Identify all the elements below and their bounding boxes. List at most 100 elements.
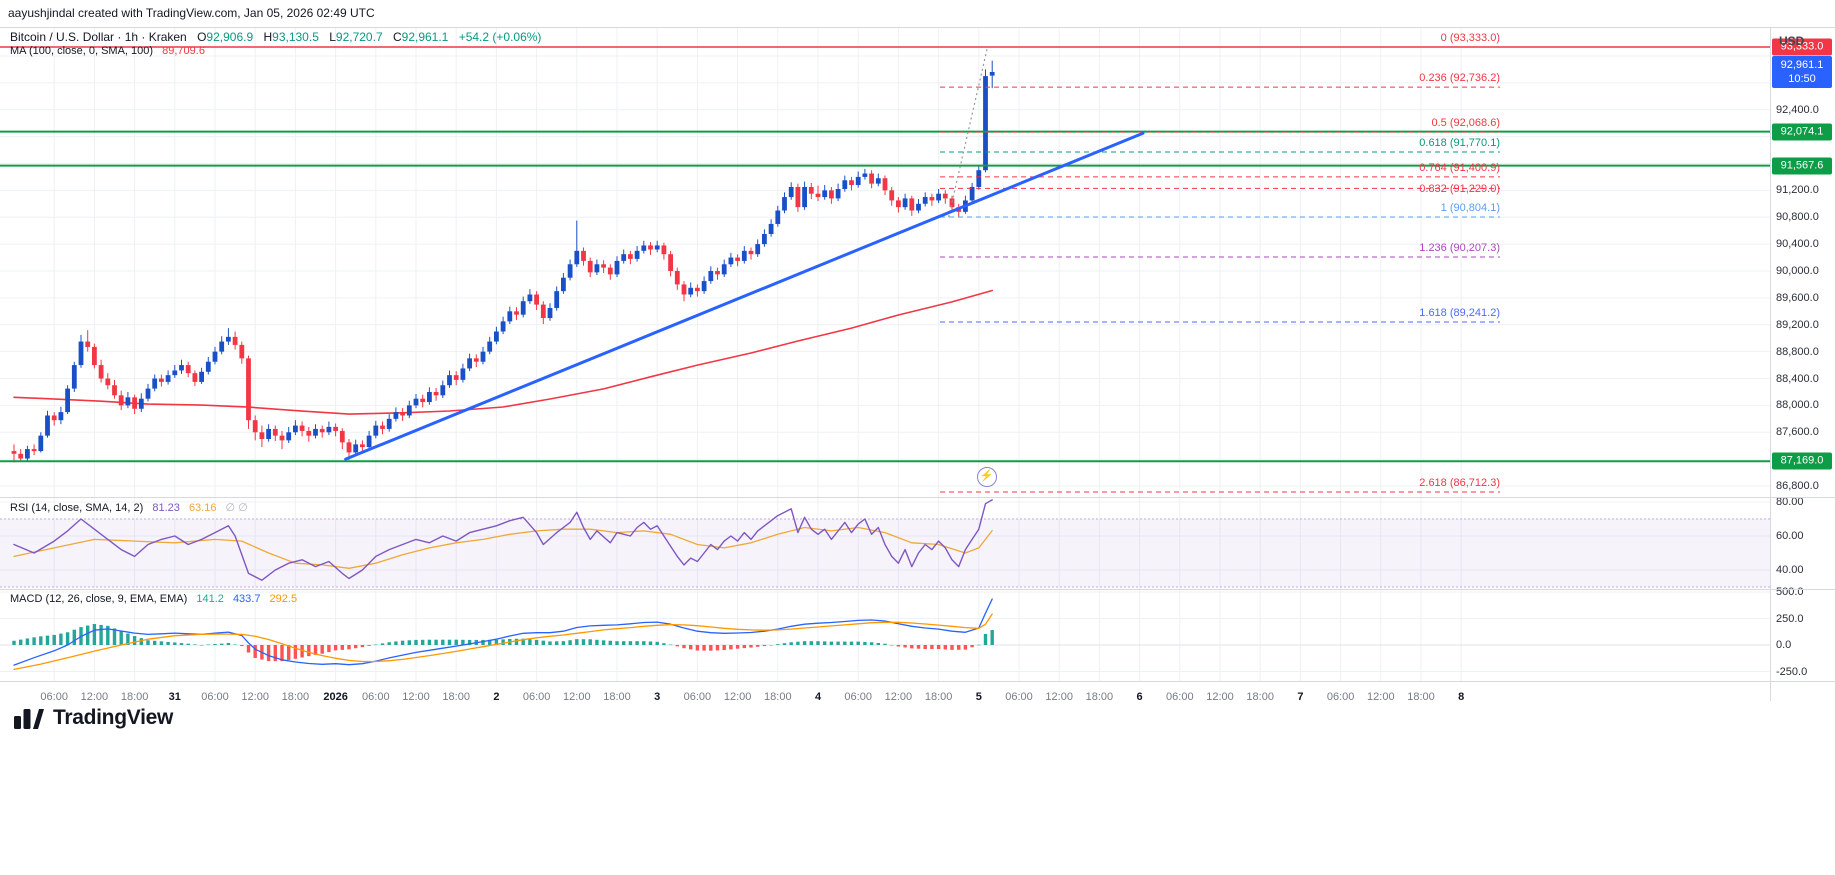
time-tick: 06:00 [683,691,712,703]
time-tick: 31 [168,691,181,703]
ma-label[interactable]: MA (100, close, 0, SMA, 100) [10,45,154,57]
time-tick: 12:00 [1367,691,1395,703]
time-tick: 2026 [323,691,348,703]
time-tick: 18:00 [1246,691,1274,703]
rsi-label[interactable]: RSI (14, close, SMA, 14, 2) [10,502,144,514]
ma-value: 89,709.6 [162,45,205,57]
attribution-bar: aayushjindal created with TradingView.co… [0,0,1835,28]
time-tick: 18:00 [1407,691,1435,703]
pane-separator-rsi[interactable] [0,497,1835,498]
price-tick: 92,400.0 [1776,103,1819,116]
fib-level-label-0.764: 0.764 (91,400.9) [1419,161,1500,174]
price-tick: 90,800.0 [1776,211,1819,224]
fib-level-label-1: 1 (90,804.1) [1440,201,1500,214]
fib-level-label-1.236: 1.236 (90,207.3) [1419,242,1500,255]
time-tick: 18:00 [442,691,470,703]
resistance-price-label: 93,333.0 [1772,38,1832,56]
lightning-icon[interactable]: ⚡ [976,466,997,487]
macd-tick: 250.0 [1776,612,1804,625]
rsi-hidden-values: ∅ ∅ [225,502,248,514]
time-tick: 18:00 [281,691,310,703]
rsi-tick: 80.00 [1776,496,1804,508]
fib-level-label-1.618: 1.618 (89,241.2) [1419,306,1500,319]
rsi-value: 81.23 [152,502,180,514]
rsi-tick: 60.00 [1776,530,1804,542]
rsi-tick: 40.00 [1776,564,1804,576]
fib-level-label-0.5: 0.5 (92,068.6) [1431,116,1501,129]
rsi-ma-value: 63.16 [188,502,217,514]
time-tick: 06:00 [362,691,390,703]
time-tick: 18:00 [924,691,953,703]
support-price-label: 91,567.6 [1772,157,1832,175]
fib-level-label-2.618: 2.618 (86,712.3) [1419,476,1500,489]
price-tick: 91,200.0 [1776,184,1819,197]
high-label: H [263,30,273,44]
macd-signal-value: 292.5 [269,593,298,605]
time-tick: 06:00 [1005,691,1033,703]
time-tick: 06:00 [844,691,872,703]
price-tick: 88,800.0 [1776,345,1819,358]
macd-legend[interactable]: MACD (12, 26, close, 9, EMA, EMA) 141.2 … [10,593,297,605]
low-label: L [329,30,336,44]
symbol-title[interactable]: Bitcoin / U.S. Dollar · 1h · Kraken [10,30,187,44]
price-axis-separator [1770,28,1771,701]
time-tick: 18:00 [120,691,149,703]
time-tick: 06:00 [522,691,551,703]
open-label: O [197,30,207,44]
price-tick: 89,600.0 [1776,291,1819,304]
price-tick: 90,000.0 [1776,264,1819,277]
pane-separator-macd[interactable] [0,589,1835,590]
time-tick: 12:00 [1045,691,1073,703]
macd-tick: 500.0 [1776,586,1804,598]
time-tick: 18:00 [1085,691,1114,703]
time-tick: 7 [1297,691,1304,703]
bar-countdown: 10:50 [1788,72,1816,85]
price-tick: 86,800.0 [1776,480,1819,493]
macd-line-value: 433.7 [232,593,261,605]
macd-tick: 0.0 [1776,639,1792,651]
time-tick: 18:00 [764,691,792,703]
high-value: 93,130.5 [272,30,319,44]
change-value: +54.2 (+0.06%) [458,30,542,44]
tradingview-logo[interactable]: TradingView [14,706,173,730]
time-tick: 06:00 [40,691,68,703]
current-price-label[interactable]: 92,961.1 10:50 [1772,55,1832,88]
attribution-text: aayushjindal created with TradingView.co… [8,6,375,20]
time-tick: 2 [493,691,500,703]
time-tick: 4 [814,691,822,703]
support-price-label: 92,074.1 [1772,123,1832,141]
low-value: 92,720.7 [335,30,383,44]
macd-label[interactable]: MACD (12, 26, close, 9, EMA, EMA) [10,593,188,605]
time-tick: 12:00 [402,691,430,703]
tradingview-logo-mark [14,709,44,729]
macd-tick: -250.0 [1776,665,1808,678]
close-value: 92,961.1 [401,30,449,44]
tradingview-logo-text: TradingView [53,706,174,729]
time-axis-separator [0,681,1835,682]
time-tick: 12:00 [563,691,591,703]
time-tick: 5 [975,691,982,703]
price-tick: 88,400.0 [1776,372,1819,385]
symbol-legend[interactable]: Bitcoin / U.S. Dollar · 1h · Kraken O 92,… [10,30,541,44]
time-tick: 06:00 [1166,691,1194,703]
close-label: C [392,30,402,44]
time-tick: 12:00 [80,691,109,703]
rsi-legend[interactable]: RSI (14, close, SMA, 14, 2) 81.23 63.16 … [10,501,248,514]
price-tick: 89,200.0 [1776,318,1819,331]
price-tick: 90,400.0 [1776,238,1819,251]
fib-level-label-0.236: 0.236 (92,736.2) [1419,72,1500,85]
ma-legend[interactable]: MA (100, close, 0, SMA, 100) 89,709.6 [10,45,205,57]
time-tick: 12:00 [241,691,269,703]
price-tick: 88,000.0 [1776,399,1819,412]
currency-label[interactable]: USD [1779,34,1805,48]
time-tick: 06:00 [201,691,229,703]
time-tick: 12:00 [1206,691,1234,703]
time-tick: 6 [1136,691,1143,703]
fib-level-label-0.832: 0.832 (91,229.0) [1419,183,1500,196]
time-tick: 06:00 [1326,691,1355,703]
fib-level-label-0: 0 (93,333.0) [1440,32,1500,44]
time-tick: 12:00 [723,691,752,703]
